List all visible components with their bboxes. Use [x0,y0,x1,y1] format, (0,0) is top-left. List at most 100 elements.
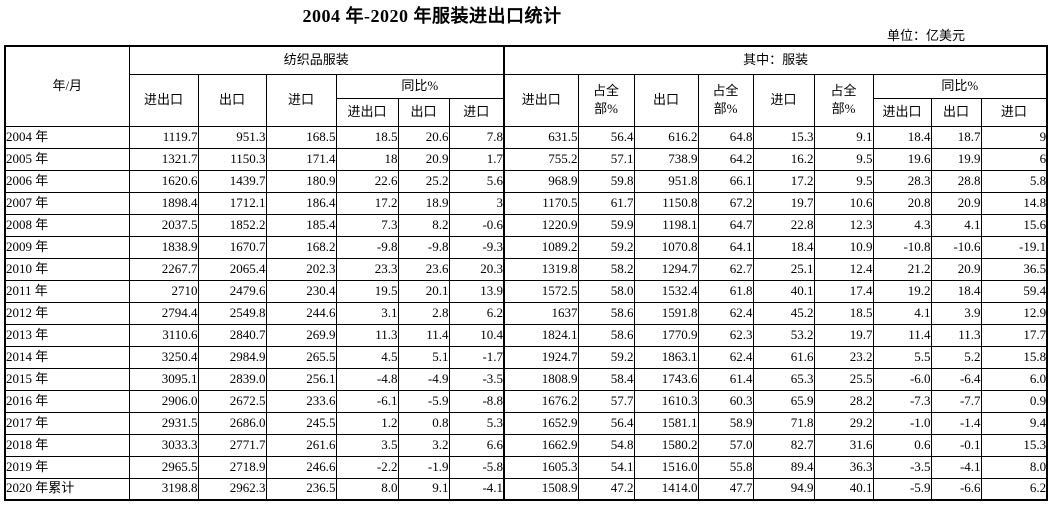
value-cell: 1439.7 [197,169,267,193]
value-cell: -6.0 [872,367,932,391]
value-cell: 19.5 [335,279,399,303]
year-cell: 2011 年 [4,279,130,303]
value-cell: 31.6 [813,433,874,457]
value-cell: 5.5 [872,345,932,369]
value-cell: 59.2 [577,235,635,259]
value-cell: 61.7 [577,191,635,215]
value-cell: 202.3 [265,257,337,281]
value-cell: 54.1 [577,455,635,479]
value-cell: 1516.0 [633,455,699,479]
value-cell: 18.9 [397,191,450,215]
value-cell: 2710 [128,279,199,303]
value-cell: 10.6 [813,191,874,215]
value-cell: 10.9 [813,235,874,259]
value-cell: 3.1 [335,301,399,325]
value-cell: 19.7 [752,191,815,215]
value-cell: 1824.1 [503,323,579,347]
value-cell: 1670.7 [197,235,267,259]
table-row: 2015 年 3095.1 2839.0 256.1 -4.8 -4.9 -3.5 1808.… [4,367,1048,391]
header-apparel-import-share: 占全部% [813,73,874,127]
value-cell: -6.6 [930,477,982,501]
value-cell: 1863.1 [633,345,699,369]
value-cell: 180.9 [265,169,337,193]
value-cell: 1089.2 [503,235,579,259]
value-cell: 19.9 [930,147,982,171]
value-cell: 64.8 [697,125,754,149]
value-cell: 4.1 [872,301,932,325]
value-cell: -10.6 [930,235,982,259]
header-apparel-group: 其中：服装 [503,45,1048,75]
value-cell: 20.9 [930,191,982,215]
value-cell: 18.5 [335,125,399,149]
value-cell: 40.1 [752,279,815,303]
value-cell: 59.2 [577,345,635,369]
value-cell: 5.1 [397,345,450,369]
value-cell: 59.4 [980,279,1048,303]
value-cell: 14.8 [980,191,1048,215]
year-cell: 2004 年 [4,125,130,149]
header-textile-yoy: 同比% [335,73,505,99]
value-cell: 2931.5 [128,411,199,435]
value-cell: 2771.7 [197,433,267,457]
value-cell: 62.4 [697,345,754,369]
value-cell: 1198.1 [633,213,699,237]
value-cell: 6.2 [980,477,1048,501]
value-cell: 9 [980,125,1048,149]
value-cell: 56.4 [577,125,635,149]
value-cell: 17.4 [813,279,874,303]
year-cell: 2006 年 [4,169,130,193]
unit-label: 单位：亿美元 [886,28,965,43]
value-cell: 2794.4 [128,301,199,325]
year-cell: 2010 年 [4,257,130,281]
header-apparel-import: 进口 [752,73,815,127]
header-textile-yoy-import-export: 进出口 [335,97,399,127]
statistics-table: 年/月 纺织品服装 其中：服装 进出口 出口 进口 同比% 进出口 占全部% 出… [4,45,1049,501]
value-cell: 58.4 [577,367,635,391]
value-cell: 25.2 [397,169,450,193]
value-cell: 9.1 [397,477,450,501]
table-row: 2020 年累计 3198.8 2962.3 236.5 8.0 9.1 -4.1 1508.… [4,477,1048,501]
value-cell: 18.4 [752,235,815,259]
value-cell: 1637 [503,301,579,325]
value-cell: -3.5 [448,367,505,391]
value-cell: 244.6 [265,301,337,325]
value-cell: 1414.0 [633,477,699,501]
value-cell: -1.9 [397,455,450,479]
value-cell: -1.7 [448,345,505,369]
value-cell: 56.4 [577,411,635,435]
value-cell: 60.3 [697,389,754,413]
value-cell: 3250.4 [128,345,199,369]
value-cell: 2267.7 [128,257,199,281]
value-cell: 1150.3 [197,147,267,171]
value-cell: 256.1 [265,367,337,391]
value-cell: 1581.1 [633,411,699,435]
value-cell: -7.7 [930,389,982,413]
value-cell: 968.9 [503,169,579,193]
value-cell: 45.2 [752,301,815,325]
value-cell: 1532.4 [633,279,699,303]
value-cell: 3 [448,191,505,215]
value-cell: 20.6 [397,125,450,149]
value-cell: 62.3 [697,323,754,347]
value-cell: 4.5 [335,345,399,369]
value-cell: 55.8 [697,455,754,479]
header-row-main: 进出口 出口 进口 同比% 进出口 占全部% 出口 占全部% 进口 占全部% 同… [5,73,1048,127]
value-cell: 59.8 [577,169,635,193]
value-cell: 58.0 [577,279,635,303]
value-cell: 1070.8 [633,235,699,259]
value-cell: 7.8 [448,125,505,149]
value-cell: -7.3 [872,389,932,413]
year-cell: 2020 年累计 [4,477,130,501]
value-cell: 11.3 [930,323,982,347]
value-cell: 11.4 [397,323,450,347]
year-cell: 2016 年 [4,389,130,413]
share-label: 占全部% [593,83,620,116]
value-cell: 1898.4 [128,191,199,215]
value-cell: 7.3 [335,213,399,237]
value-cell: 185.4 [265,213,337,237]
value-cell: -1.4 [930,411,982,435]
value-cell: 57.1 [577,147,635,171]
value-cell: 19.7 [813,323,874,347]
value-cell: 64.7 [697,213,754,237]
value-cell: 21.2 [872,257,932,281]
